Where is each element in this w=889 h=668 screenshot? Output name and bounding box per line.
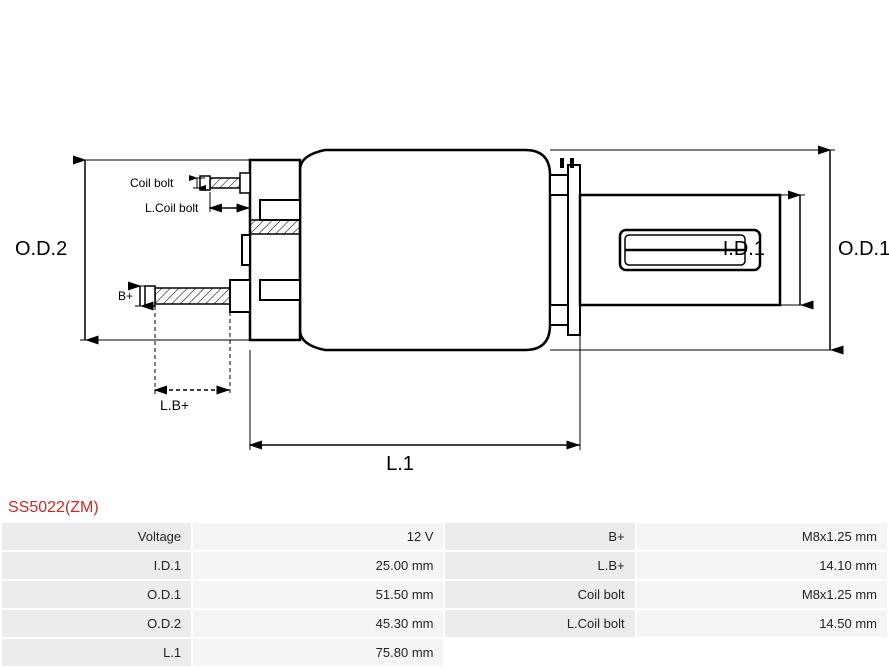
- spec-label-right: Coil bolt: [445, 581, 634, 608]
- label-b-plus: B+: [118, 289, 133, 303]
- spec-label-left: O.D.2: [2, 610, 191, 637]
- spec-label-left: I.D.1: [2, 552, 191, 579]
- spec-label-left: O.D.1: [2, 581, 191, 608]
- spec-label-right: L.Coil bolt: [445, 610, 634, 637]
- spec-value-left: 51.50 mm: [193, 581, 443, 608]
- spec-value-left: 45.30 mm: [193, 610, 443, 637]
- spec-value-right: M8x1.25 mm: [637, 523, 887, 550]
- spec-value-right: M8x1.25 mm: [637, 581, 887, 608]
- spec-label-right: B+: [445, 523, 634, 550]
- part-number: SS5022(ZM): [0, 495, 889, 521]
- technical-drawing: O.D.2 O.D.1 I.D.1 L.1 L.B+ B+ Coil bolt …: [0, 0, 889, 495]
- label-od1: O.D.1: [838, 238, 889, 260]
- spec-table: Voltage12 VB+M8x1.25 mmI.D.125.00 mmL.B+…: [0, 521, 889, 668]
- spec-label-right: L.B+: [445, 552, 634, 579]
- spec-row: Voltage12 VB+M8x1.25 mm: [2, 523, 887, 550]
- label-l1: L.1: [386, 453, 414, 475]
- spec-row: O.D.151.50 mmCoil boltM8x1.25 mm: [2, 581, 887, 608]
- label-od2: O.D.2: [15, 238, 67, 260]
- spec-value-left: 12 V: [193, 523, 443, 550]
- label-l-coil-bolt: L.Coil bolt: [145, 201, 199, 215]
- spec-label-left: Voltage: [2, 523, 191, 550]
- label-id1: I.D.1: [723, 238, 765, 260]
- spec-value-right: 14.10 mm: [637, 552, 887, 579]
- spec-row: O.D.245.30 mmL.Coil bolt14.50 mm: [2, 610, 887, 637]
- spec-row: I.D.125.00 mmL.B+14.10 mm: [2, 552, 887, 579]
- b-plus-bolt-drawing: [145, 280, 250, 312]
- spec-value-left: 25.00 mm: [193, 552, 443, 579]
- coil-bolt-drawing: [200, 173, 250, 193]
- label-lb-plus: L.B+: [160, 397, 189, 413]
- label-coil-bolt: Coil bolt: [130, 176, 174, 190]
- spec-value-right: 14.50 mm: [637, 610, 887, 637]
